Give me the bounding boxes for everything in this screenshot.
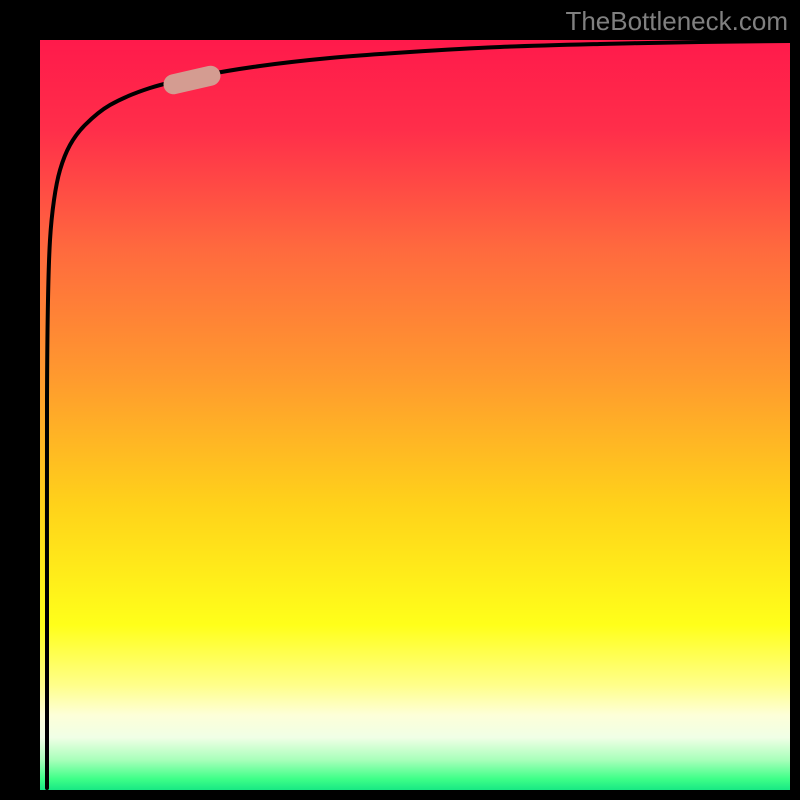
plot-svg <box>0 0 800 800</box>
watermark-text: TheBottleneck.com <box>565 6 788 37</box>
chart-canvas: TheBottleneck.com <box>0 0 800 800</box>
curve-marker <box>161 64 222 97</box>
gradient-background <box>40 40 790 790</box>
bottleneck-curve <box>47 41 790 788</box>
